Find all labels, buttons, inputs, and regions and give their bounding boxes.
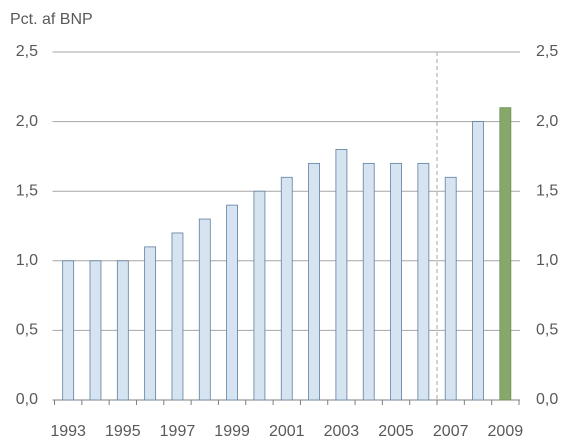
x-tick-label: 1997 <box>160 423 196 440</box>
y-tick-label: 1,5 <box>16 182 38 199</box>
bar <box>280 176 293 401</box>
x-tick-label: 2009 <box>488 423 524 440</box>
y-axis-label: Pct. af BNP <box>10 11 93 28</box>
bar <box>144 246 157 401</box>
x-tick-label: 2005 <box>378 423 414 440</box>
bar <box>253 190 266 401</box>
x-tick-label: 1995 <box>105 423 141 440</box>
bar <box>444 176 457 401</box>
y-tick-label: 2,5 <box>16 43 38 60</box>
bar <box>417 162 430 401</box>
bar <box>62 260 75 401</box>
y2-tick-label: 1,5 <box>536 182 558 199</box>
x-tick-label: 2001 <box>269 423 305 440</box>
y2-tick-label: 1,0 <box>536 252 558 269</box>
bar <box>362 162 375 401</box>
bar <box>499 107 512 401</box>
bar <box>198 218 211 401</box>
x-tick-label: 2007 <box>433 423 469 440</box>
y-tick-label: 2,0 <box>16 113 38 130</box>
bar <box>171 232 184 401</box>
y-tick-label: 0,0 <box>16 391 38 408</box>
y2-tick-label: 2,5 <box>536 43 558 60</box>
y-tick-label: 1,0 <box>16 252 38 269</box>
x-tick-label: 1999 <box>214 423 250 440</box>
bar <box>472 121 484 401</box>
bar <box>390 162 402 401</box>
x-tick-label: 2003 <box>324 423 360 440</box>
bar <box>308 162 320 401</box>
y2-tick-label: 0,0 <box>536 391 558 408</box>
y-tick-label: 0,5 <box>16 322 38 339</box>
y2-tick-label: 0,5 <box>536 322 558 339</box>
bar <box>226 204 239 401</box>
bar <box>335 149 348 401</box>
bar <box>89 260 102 401</box>
x-tick-label: 1993 <box>50 423 86 440</box>
y2-tick-label: 2,0 <box>536 113 558 130</box>
bar <box>116 260 129 401</box>
